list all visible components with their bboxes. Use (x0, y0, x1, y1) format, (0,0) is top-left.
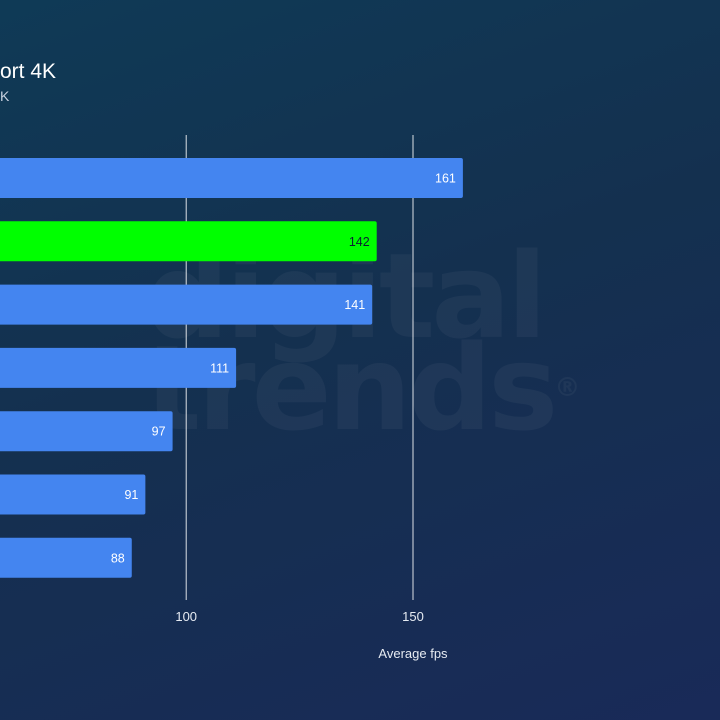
bar-group: 88 (0, 537, 132, 578)
bar-group: 142 (0, 221, 377, 262)
x-axis-ticks: 50100150 (175, 609, 424, 624)
bar (0, 284, 373, 325)
bar-group: 141 (0, 284, 373, 325)
bar-value-label: 91 (124, 488, 138, 502)
bar-value-label: 88 (111, 551, 125, 565)
bar-value-label: 111 (210, 361, 229, 375)
bar (0, 347, 237, 388)
bar-value-label: 141 (344, 298, 365, 312)
bar (0, 158, 463, 198)
chart-subtitle: K (0, 88, 10, 104)
bar-highlighted (0, 221, 377, 262)
x-tick-label: 150 (402, 609, 424, 624)
bars: 161 142 141 111 97 91 88 (0, 158, 463, 578)
bar-value-label: 161 (435, 172, 456, 186)
chart-title: ort 4K (0, 60, 57, 83)
x-axis-label: Average fps (378, 646, 448, 661)
bar (0, 474, 146, 515)
bar-value-label: 97 (152, 425, 166, 439)
bar-group: 91 (0, 474, 146, 515)
bar (0, 537, 132, 578)
bar-group: 111 (0, 347, 237, 388)
x-tick-label: 100 (175, 609, 197, 624)
bar-value-label: 142 (349, 235, 370, 249)
bar-group: 97 (0, 411, 173, 452)
bar (0, 411, 173, 452)
bar-group: 161 (0, 158, 463, 198)
